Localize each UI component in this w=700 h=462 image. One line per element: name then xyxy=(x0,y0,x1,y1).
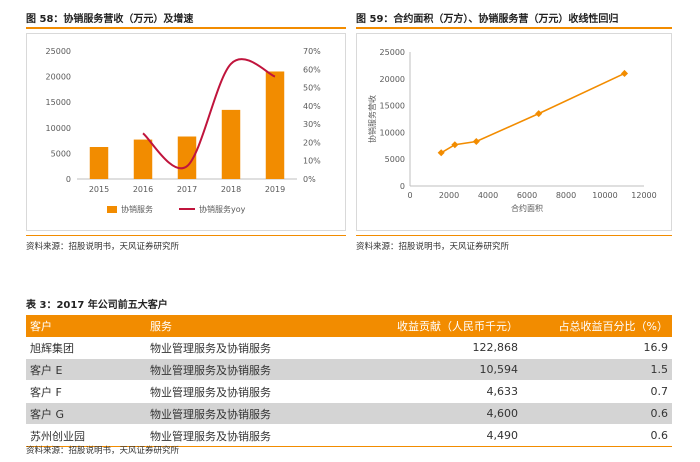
header-percent: 占总收益百分比（%） xyxy=(522,315,672,337)
x-tick-label: 0 xyxy=(407,191,412,200)
cell-percent: 1.5 xyxy=(522,358,672,381)
fig59-source-rule xyxy=(356,235,672,236)
cell-revenue: 4,490 xyxy=(344,424,522,447)
table-row: 客户 G 物业管理服务及协销服务 4,600 0.6 xyxy=(26,402,672,425)
cell-service: 物业管理服务及协销服务 xyxy=(146,358,344,381)
y-tick-label: 0 xyxy=(66,175,71,184)
legend-label: 协销服务 xyxy=(121,204,153,214)
y-tick-label: 5000 xyxy=(385,155,405,164)
header-service: 服务 xyxy=(146,315,344,337)
y-tick-label: 10000 xyxy=(380,128,405,137)
cell-customer: 客户 G xyxy=(26,402,146,425)
y-tick-label: 15000 xyxy=(46,98,71,107)
cell-percent: 0.6 xyxy=(522,424,672,447)
cell-percent: 0.6 xyxy=(522,402,672,425)
cell-revenue: 10,594 xyxy=(344,358,522,381)
y-axis-title: 协销服务营收 xyxy=(367,95,377,143)
header-revenue: 收益贡献（人民币千元） xyxy=(344,315,522,337)
x-tick-label: 2016 xyxy=(133,185,153,194)
data-point xyxy=(437,149,445,157)
fig58-title: 图 58：协销服务营收（万元）及增速 xyxy=(26,14,194,25)
x-tick-label: 2000 xyxy=(439,191,459,200)
y-tick-label: 5000 xyxy=(51,149,71,158)
x-tick-label: 2019 xyxy=(265,185,285,194)
fig58-chart-box: 0 5000 10000 15000 20000 25000 0% 10% 20% 30% 40% 5… xyxy=(26,33,346,231)
data-point xyxy=(535,110,543,118)
x-axis-title: 合约面积 xyxy=(511,203,543,213)
fig58-source-rule xyxy=(26,235,346,236)
table-header-row: 客户 服务 收益贡献（人民币千元） 占总收益百分比（%） xyxy=(26,315,672,337)
cell-revenue: 122,868 xyxy=(344,337,522,359)
header-customer: 客户 xyxy=(26,315,146,337)
cell-revenue: 4,633 xyxy=(344,380,522,403)
bar xyxy=(221,109,241,179)
cell-revenue: 4,600 xyxy=(344,402,522,425)
y2-tick-label: 50% xyxy=(303,84,321,93)
x-tick-label: 12000 xyxy=(631,191,656,200)
table-source: 资料来源：招股说明书，天风证券研究所 xyxy=(26,446,180,456)
customer-table: 客户 服务 收益贡献（人民币千元） 占总收益百分比（%） 旭辉集团 物业管理服务… xyxy=(26,315,672,447)
x-tick-label: 2017 xyxy=(177,185,197,194)
y-tick-label: 25000 xyxy=(380,48,405,57)
cell-customer: 苏州创业园 xyxy=(26,424,146,447)
table-row: 旭辉集团 物业管理服务及协销服务 122,868 16.9 xyxy=(26,337,672,359)
y2-tick-label: 60% xyxy=(303,65,321,74)
x-tick-label: 4000 xyxy=(478,191,498,200)
y-tick-label: 15000 xyxy=(380,102,405,111)
y-tick-label: 0 xyxy=(400,182,405,191)
fig58-title-rule xyxy=(26,27,346,29)
legend-label: 协销服务yoy xyxy=(199,204,246,214)
data-point xyxy=(451,141,459,149)
cell-percent: 0.7 xyxy=(522,380,672,403)
cell-service: 物业管理服务及协销服务 xyxy=(146,380,344,403)
fig58-chart: 0 5000 10000 15000 20000 25000 0% 10% 20% 30% 40% 5… xyxy=(46,47,322,214)
legend-swatch-bar xyxy=(107,206,117,213)
x-tick-label: 10000 xyxy=(592,191,617,200)
fig59-source: 资料来源：招股说明书，天风证券研究所 xyxy=(356,242,510,252)
fig58-source: 资料来源：招股说明书，天风证券研究所 xyxy=(26,242,180,252)
cell-service: 物业管理服务及协销服务 xyxy=(146,337,344,359)
bar xyxy=(265,71,285,179)
cell-customer: 客户 F xyxy=(26,380,146,403)
bar xyxy=(89,147,109,179)
y2-tick-label: 30% xyxy=(303,120,321,129)
regression-line xyxy=(440,72,625,154)
cell-customer: 客户 E xyxy=(26,358,146,381)
y2-tick-label: 0% xyxy=(303,175,316,184)
data-point xyxy=(620,69,629,77)
fig59-chart: 0 5000 10000 15000 20000 25000 0 2000 4000 6000 80… xyxy=(367,48,657,213)
x-tick-label: 2015 xyxy=(89,185,109,194)
x-tick-label: 2018 xyxy=(221,185,241,194)
y-tick-label: 25000 xyxy=(46,47,71,56)
cell-service: 物业管理服务及协销服务 xyxy=(146,402,344,425)
table-row: 苏州创业园 物业管理服务及协销服务 4,490 0.6 xyxy=(26,424,672,447)
fig59-title-rule xyxy=(356,27,672,29)
y2-tick-label: 40% xyxy=(303,102,321,111)
fig59-title: 图 59：合约面积（万方）、协销服务营（万元）收线性回归 xyxy=(356,14,619,25)
table-row: 客户 F 物业管理服务及协销服务 4,633 0.7 xyxy=(26,380,672,403)
yoy-line xyxy=(142,58,276,170)
y-tick-label: 20000 xyxy=(380,75,405,84)
x-tick-label: 6000 xyxy=(517,191,537,200)
y-tick-label: 20000 xyxy=(46,73,71,82)
x-tick-label: 8000 xyxy=(556,191,576,200)
data-point xyxy=(472,137,480,146)
y2-tick-label: 70% xyxy=(303,47,321,56)
cell-percent: 16.9 xyxy=(522,337,672,359)
table-title: 表 3：2017 年公司前五大客户 xyxy=(26,300,168,311)
cell-customer: 旭辉集团 xyxy=(26,337,146,359)
bar xyxy=(133,139,153,179)
cell-service: 物业管理服务及协销服务 xyxy=(146,424,344,447)
fig59-chart-box: 0 5000 10000 15000 20000 25000 0 2000 4000 6000 80… xyxy=(356,33,672,231)
table-row: 客户 E 物业管理服务及协销服务 10,594 1.5 xyxy=(26,358,672,381)
y-tick-label: 10000 xyxy=(46,124,71,133)
y2-tick-label: 20% xyxy=(303,138,321,147)
y2-tick-label: 10% xyxy=(303,157,321,166)
